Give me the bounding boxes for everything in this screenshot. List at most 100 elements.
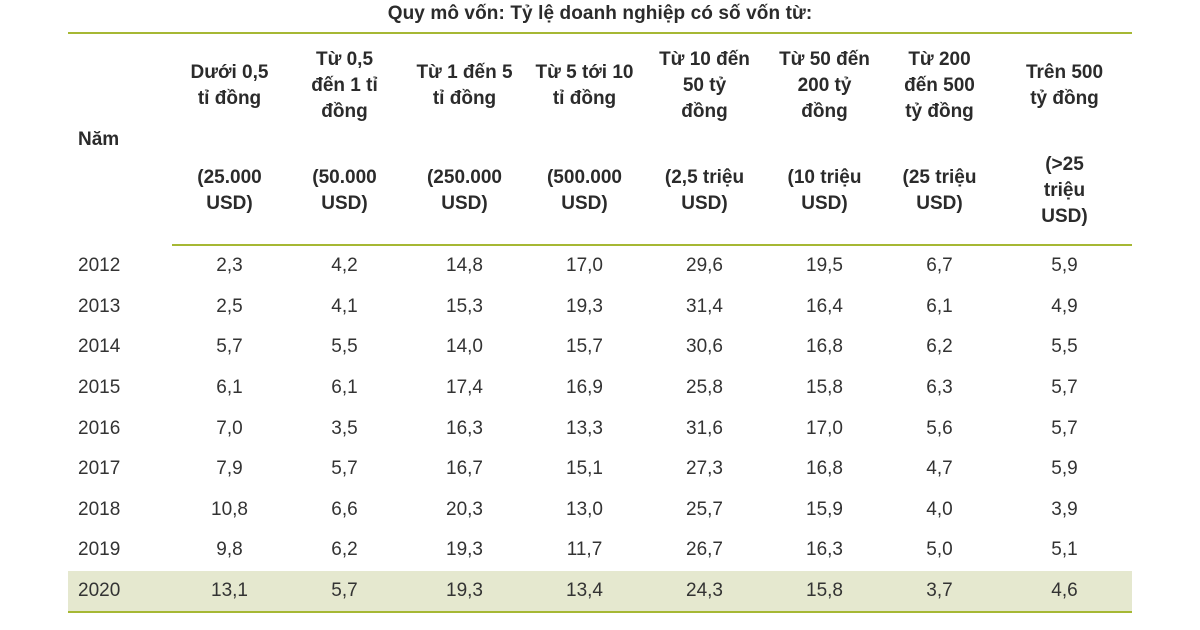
capital-scale-table: Năm Dưới 0,5 tỉ đồng Từ 0,5 đến 1 tỉ đồng Từ … [68, 34, 1132, 614]
column-header-vnd-6-line: Từ 50 đến [779, 49, 870, 70]
value-cell: 6,1 [926, 295, 953, 317]
value-cell: 13,4 [527, 570, 642, 614]
column-header-usd-7: (25 triệu USD) [882, 138, 997, 246]
column-header-usd-8-line: (>25 [1045, 154, 1084, 175]
column-header-usd-2: (50.000 USD) [287, 138, 402, 246]
column-header-vnd-1: Dưới 0,5 tỉ đồng [172, 34, 287, 138]
value-cell: 19,3 [566, 295, 603, 317]
table-row: 2015 6,1 6,1 17,4 16,9 25,8 15,8 6,3 5,7 [68, 368, 1132, 409]
value-cell: 3,7 [882, 570, 997, 614]
column-header-vnd-7-line: Từ 200 [908, 49, 971, 70]
column-header-vnd-1-line: tỉ đồng [197, 88, 262, 109]
value-cell: 7,9 [216, 458, 243, 480]
column-header-usd-5: (2,5 triệu USD) [642, 138, 767, 246]
column-header-vnd-6: Từ 50 đến 200 tỷ đồng [767, 34, 882, 138]
value-cell: 15,3 [446, 295, 483, 317]
value-cell: 25,8 [686, 377, 723, 399]
value-cell: 16,8 [806, 336, 843, 358]
year-cell: 2016 [78, 417, 121, 439]
column-header-vnd-3: Từ 1 đến 5 tỉ đồng [402, 34, 527, 138]
top-rule [68, 32, 1132, 34]
value-cell: 29,6 [686, 255, 723, 277]
column-header-vnd-3-line: Từ 1 đến 5 [416, 62, 513, 83]
year-cell: 2018 [78, 498, 121, 520]
value-cell: 14,0 [446, 336, 483, 358]
value-cell: 25,7 [686, 498, 723, 520]
column-header-usd-4-line: USD) [561, 193, 608, 214]
value-cell: 4,6 [997, 570, 1132, 614]
year-cell: 2012 [78, 254, 121, 276]
header-row-label: Năm Dưới 0,5 tỉ đồng Từ 0,5 đến 1 tỉ đồng Từ … [68, 34, 1132, 150]
value-cell: 2,5 [216, 295, 243, 317]
column-header-usd-8-line: triệu [1043, 180, 1086, 201]
value-cell: 4,1 [331, 295, 358, 317]
value-cell: 5,7 [1051, 377, 1078, 399]
column-header-vnd-3-line: tỉ đồng [432, 88, 497, 109]
value-cell: 6,3 [926, 377, 953, 399]
column-header-usd-3: (250.000 USD) [402, 138, 527, 246]
column-header-vnd-6-line: 200 tỷ [797, 75, 852, 96]
value-cell: 5,9 [1051, 458, 1078, 480]
column-header-vnd-5: Từ 10 đến 50 tỷ đồng [642, 34, 767, 138]
value-cell: 15,1 [566, 458, 603, 480]
column-header-usd-6-line: USD) [801, 193, 848, 214]
value-cell: 6,2 [926, 336, 953, 358]
value-cell: 5,6 [926, 417, 953, 439]
value-cell: 15,9 [806, 498, 843, 520]
value-cell: 16,3 [806, 539, 843, 561]
value-cell: 14,8 [446, 255, 483, 277]
column-header-vnd-2-line: đồng [321, 101, 368, 122]
year-cell: 2013 [78, 295, 121, 317]
value-cell: 20,3 [446, 498, 483, 520]
value-cell: 5,1 [1051, 539, 1078, 561]
column-header-vnd-6-line: đồng [801, 101, 848, 122]
column-header-vnd-5-line: Từ 10 đến [659, 49, 750, 70]
value-cell: 5,7 [216, 336, 243, 358]
column-header-usd-1-line: USD) [206, 193, 253, 214]
column-header-usd-7-line: USD) [916, 193, 963, 214]
value-cell: 4,0 [926, 498, 953, 520]
table-header: Năm Dưới 0,5 tỉ đồng Từ 0,5 đến 1 tỉ đồng Từ … [68, 34, 1132, 246]
column-header-usd-1: (25.000 USD) [172, 138, 287, 246]
value-cell: 15,8 [767, 570, 882, 614]
value-cell: 6,7 [926, 255, 953, 277]
table-row: 2014 5,7 5,5 14,0 15,7 30,6 16,8 6,2 5,5 [68, 327, 1132, 368]
value-cell: 4,9 [1051, 295, 1078, 317]
value-cell: 16,3 [446, 417, 483, 439]
value-cell: 19,5 [806, 255, 843, 277]
column-header-usd-2-line: (50.000 [312, 167, 377, 188]
value-cell: 26,7 [686, 539, 723, 561]
column-header-usd-1-line: (25.000 [197, 167, 262, 188]
value-cell: 5,7 [1051, 417, 1078, 439]
value-cell: 6,1 [331, 377, 358, 399]
column-header-vnd-8-line: tỷ đồng [1030, 88, 1099, 109]
column-header-usd-6: (10 triệu USD) [767, 138, 882, 246]
value-cell: 4,2 [331, 255, 358, 277]
value-cell: 17,0 [566, 255, 603, 277]
value-cell: 24,3 [642, 570, 767, 614]
value-cell: 6,1 [216, 377, 243, 399]
column-header-usd-5-line: USD) [681, 193, 728, 214]
year-cell: 2017 [78, 458, 121, 480]
column-header-vnd-7: Từ 200 đến 500 tỷ đồng [882, 34, 997, 138]
column-header-vnd-5-line: đồng [681, 101, 728, 122]
column-header-usd-8-line: USD) [1041, 206, 1088, 227]
column-header-usd-2-line: USD) [321, 193, 368, 214]
year-cell: 2015 [78, 377, 121, 399]
column-header-usd-7-line: (25 triệu [902, 167, 977, 188]
value-cell: 2,3 [216, 255, 243, 277]
value-cell: 9,8 [216, 539, 243, 561]
value-cell: 5,9 [1051, 255, 1078, 277]
column-header-usd-3-line: USD) [441, 193, 488, 214]
value-cell: 3,5 [331, 417, 358, 439]
table-row: 2018 10,8 6,6 20,3 13,0 25,7 15,9 4,0 3,9 [68, 490, 1132, 531]
value-cell: 5,7 [287, 570, 402, 614]
year-column-header: Năm [78, 128, 120, 150]
value-cell: 5,0 [926, 539, 953, 561]
column-header-usd-6-line: (10 triệu [787, 167, 862, 188]
table-row: 2020 13,1 5,7 19,3 13,4 24,3 15,8 3,7 4,6 [68, 570, 1132, 614]
table-title: Quy mô vốn: Tỷ lệ doanh nghiệp có số vốn… [387, 3, 813, 24]
column-header-usd-4: (500.000 USD) [527, 138, 642, 246]
value-cell: 16,9 [566, 377, 603, 399]
